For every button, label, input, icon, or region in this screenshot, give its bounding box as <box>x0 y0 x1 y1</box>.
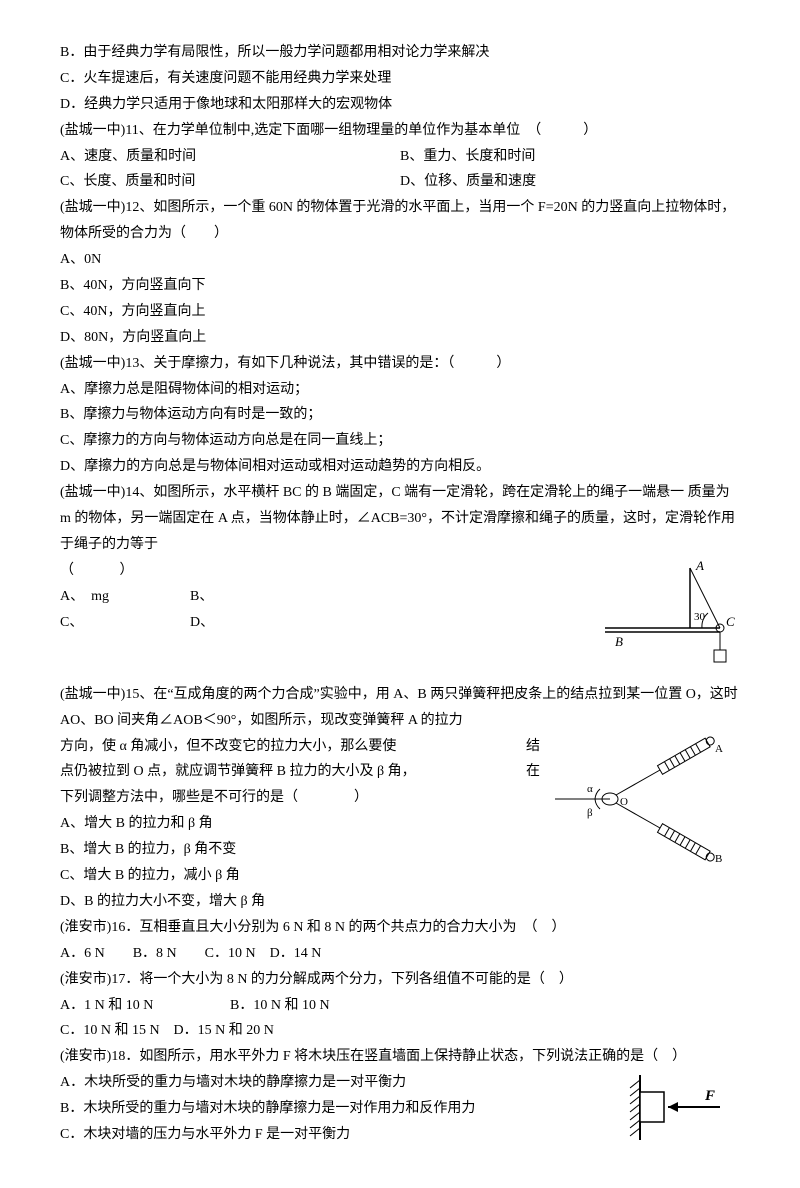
intro-b: B．由于经典力学有局限性，所以一般力学问题都用相对论力学来解决 <box>60 40 740 66</box>
q13-opt-a: A、摩擦力总是阻碍物体间的相对运动； <box>60 377 740 403</box>
q15-stem3a: 点仍被拉到 O 点，就应调节弹簧秤 B 拉力的大小及 β 角， <box>60 759 416 785</box>
q15-stem1: (盐城一中)15、在“互成角度的两个力合成”实验中，用 A、B 两只弹簧秤把皮条… <box>60 682 740 734</box>
q14-opt-b: B、 <box>190 584 320 610</box>
q18-figure: F <box>620 1070 740 1145</box>
q15-stem2a: 方向，使 α 角减小，但不改变它的拉力大小，那么要使 <box>60 734 396 760</box>
q17-opt-a: A．1 N 和 10 N <box>60 993 230 1019</box>
q15-A: A <box>715 743 723 755</box>
q15-stem3b: 在 <box>526 759 540 785</box>
q14-opt-d: D、 <box>190 610 320 636</box>
q12-opt-c: C、40N，方向竖直向上 <box>60 299 740 325</box>
q11-opt-a: A、速度、质量和时间 <box>60 144 400 170</box>
intro-d: D．经典力学只适用于像地球和太阳那样大的宏观物体 <box>60 92 740 118</box>
q14-stem: (盐城一中)14、如图所示，水平横杆 BC 的 B 端固定，C 端有一定滑轮，跨… <box>60 480 740 558</box>
q18-F: F <box>704 1088 715 1104</box>
q18-stem: (淮安市)18．如图所示，用水平外力 F 将木块压在竖直墙面上保持静止状态，下列… <box>60 1044 740 1070</box>
q15-beta: β <box>587 807 593 819</box>
q15-B: B <box>715 853 722 864</box>
q14-fig-angle: 30 <box>694 611 706 623</box>
q14-fig-A: A <box>695 558 704 573</box>
q11-opt-d: D、位移、质量和速度 <box>400 169 740 195</box>
q15-opt-d: D、B 的拉力大小不变，增大 β 角 <box>60 889 740 915</box>
q14-fig-C: C <box>726 614 735 629</box>
q11-opt-b: B、重力、长度和时间 <box>400 144 740 170</box>
q11-opt-c: C、长度、质量和时间 <box>60 169 400 195</box>
q14-fig-B: B <box>615 634 623 649</box>
intro-c: C．火车提速后，有关速度问题不能用经典力学来处理 <box>60 66 740 92</box>
q17-opt-b: B．10 N 和 10 N <box>230 993 400 1019</box>
q12-opt-b: B、40N，方向竖直向下 <box>60 273 740 299</box>
q15-O: O <box>620 796 628 808</box>
q13-stem: (盐城一中)13、关于摩擦力，有如下几种说法，其中错误的是：（ ） <box>60 351 740 377</box>
q13-opt-d: D、摩擦力的方向总是与物体间相对运动或相对运动趋势的方向相反。 <box>60 454 740 480</box>
q13-opt-c: C、摩擦力的方向与物体运动方向总是在同一直线上； <box>60 428 740 454</box>
q13-opt-b: B、摩擦力与物体运动方向有时是一致的； <box>60 402 740 428</box>
q16-stem: (淮安市)16．互相垂直且大小分别为 6 N 和 8 N 的两个共点力的合力大小… <box>60 915 740 941</box>
q15-alpha: α <box>587 783 593 795</box>
q14-opt-a: A、 mg <box>60 584 190 610</box>
q12-opt-d: D、80N，方向竖直向上 <box>60 325 740 351</box>
q16-opts: A．6 N B．8 N C．10 N D．14 N <box>60 941 740 967</box>
q15-figure: α β O A B <box>550 734 740 864</box>
q11-stem: (盐城一中)11、在力学单位制中,选定下面哪一组物理量的单位作为基本单位 （ ） <box>60 118 740 144</box>
q15-stem2b: 结 <box>526 734 540 760</box>
q12-stem: (盐城一中)12、如图所示，一个重 60N 的物体置于光滑的水平面上，当用一个 … <box>60 195 740 247</box>
q15-opt-c: C、增大 B 的拉力，减小 β 角 <box>60 863 740 889</box>
q14-opt-c: C、 <box>60 610 190 636</box>
q12-opt-a: A、0N <box>60 247 740 273</box>
q14-figure: A B C 30 <box>590 558 740 668</box>
q17-opts2: C．10 N 和 15 N D．15 N 和 20 N <box>60 1018 740 1044</box>
q17-stem: (淮安市)17．将一个大小为 8 N 的力分解成两个分力，下列各组值不可能的是（… <box>60 967 740 993</box>
